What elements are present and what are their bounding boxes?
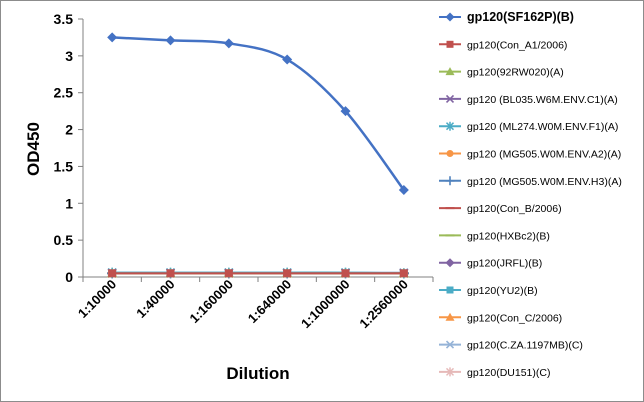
data-point-0 — [282, 54, 293, 65]
legend-marker — [445, 312, 455, 321]
legend-label: gp120(C.ZA.1197MB)(C) — [467, 340, 583, 352]
legend-marker — [446, 40, 454, 48]
y-tick-label: 2.5 — [54, 85, 74, 101]
y-tick-label: 3.5 — [54, 11, 74, 27]
x-axis-title: Dilution — [226, 364, 289, 383]
legend-label: gp120 (BL035.W6M.ENV.C1)(A) — [467, 94, 618, 106]
data-point-1 — [166, 269, 175, 278]
x-tick-label: 1:2560000 — [356, 277, 411, 332]
legend-label: gp120(YU2)(B) — [467, 285, 538, 297]
legend-marker — [446, 286, 454, 294]
legend-label: gp120(Con_A1/2006) — [467, 39, 567, 51]
data-point-0 — [107, 32, 118, 43]
legend-label: gp120(HXBc2)(B) — [467, 230, 550, 242]
data-point-1 — [399, 269, 408, 278]
series-line-0 — [112, 36, 405, 191]
data-point-1 — [224, 269, 233, 278]
y-tick-label: 0 — [65, 269, 73, 285]
legend-marker — [445, 340, 455, 349]
legend-label: gp120(DU151)(C) — [467, 367, 550, 379]
legend-marker — [445, 121, 455, 131]
y-tick-label: 1.5 — [54, 158, 74, 174]
y-tick-label: 3 — [65, 48, 73, 64]
x-tick-label: 1:10000 — [75, 277, 119, 321]
legend-marker — [445, 258, 455, 268]
y-tick-label: 1 — [65, 195, 73, 211]
data-point-1 — [341, 269, 350, 278]
data-point-0 — [340, 106, 351, 117]
x-tick-label: 1:1000000 — [298, 277, 353, 332]
legend-marker — [445, 94, 455, 103]
legend-marker — [446, 150, 454, 157]
legend-marker — [445, 12, 455, 22]
legend-label: gp120 (MG505.W0M.ENV.A2)(A) — [467, 149, 621, 161]
data-point-1 — [108, 269, 117, 278]
legend-marker — [445, 367, 455, 377]
x-tick-label: 1:40000 — [133, 277, 177, 321]
y-tick-label: 0.5 — [54, 232, 74, 248]
data-point-1 — [283, 269, 292, 278]
legend-label: gp120 (MG505.W0M.ENV.H3)(A) — [467, 176, 622, 188]
x-tick-label: 1:160000 — [186, 277, 235, 326]
legend-label: gp120(JRFL)(B) — [467, 258, 542, 270]
y-axis-title: OD450 — [24, 122, 43, 176]
data-point-0 — [398, 185, 409, 196]
legend-label: gp120(92RW020)(A) — [467, 67, 564, 79]
data-point-0 — [165, 35, 176, 46]
data-point-0 — [223, 38, 234, 49]
legend-label: gp120(Con_C/2006) — [467, 312, 562, 324]
y-tick-label: 2 — [65, 122, 73, 138]
legend-label: gp120(SF162P)(B) — [467, 10, 574, 24]
x-tick-label: 1:640000 — [245, 277, 294, 326]
legend-marker — [445, 67, 455, 76]
legend-label: gp120(Con_B/2006) — [467, 203, 562, 215]
legend-marker — [445, 176, 455, 186]
legend-label: gp120 (ML274.W0M.ENV.F1)(A) — [467, 121, 618, 133]
